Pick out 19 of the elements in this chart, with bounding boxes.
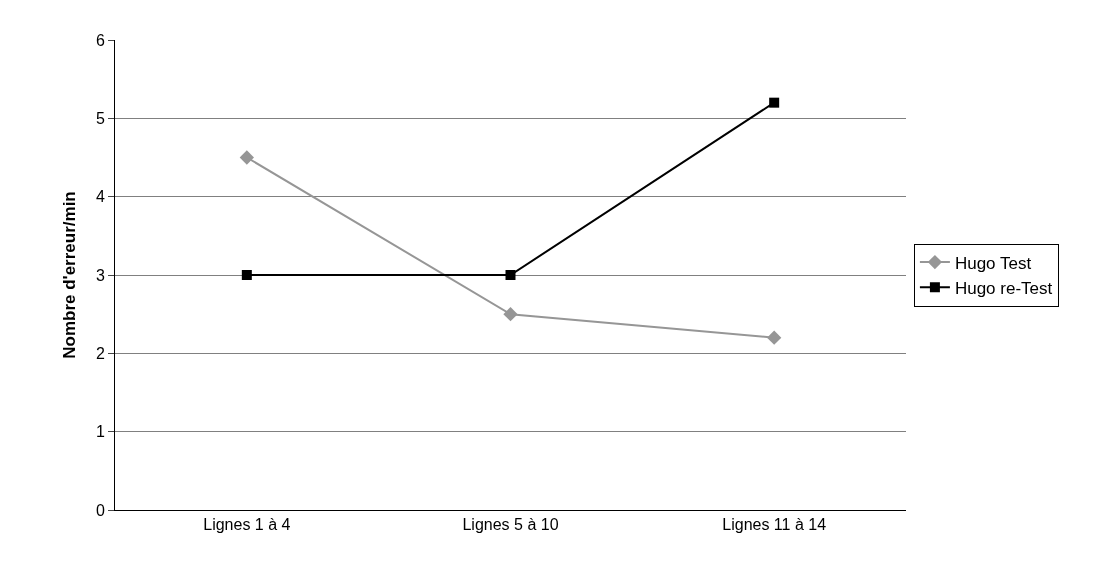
- y-tick-label: 0: [95, 501, 105, 519]
- point: [767, 330, 782, 345]
- point: [503, 307, 518, 322]
- y-tick-label: 4: [95, 188, 105, 206]
- legend-label: Hugo re-Test: [954, 278, 1053, 298]
- y-tick-label: 5: [95, 109, 105, 127]
- x-tick-label: Lignes 11 à 14: [722, 516, 827, 534]
- point: [505, 270, 516, 280]
- point: [241, 270, 252, 280]
- y-tick-label: 1: [95, 423, 105, 441]
- point: [769, 97, 780, 108]
- point: [239, 150, 254, 165]
- y-axis-title: Nombre d'erreur/min: [60, 191, 80, 359]
- x-tick-label: Lignes 5 à 10: [462, 516, 559, 534]
- y-tick-label: 6: [95, 31, 105, 49]
- y-tick-label: 3: [95, 266, 105, 284]
- x-tick-label: Lignes 1 à 4: [203, 516, 291, 534]
- y-tick-label: 2: [95, 344, 105, 362]
- legend-label: Hugo Test: [954, 253, 1032, 273]
